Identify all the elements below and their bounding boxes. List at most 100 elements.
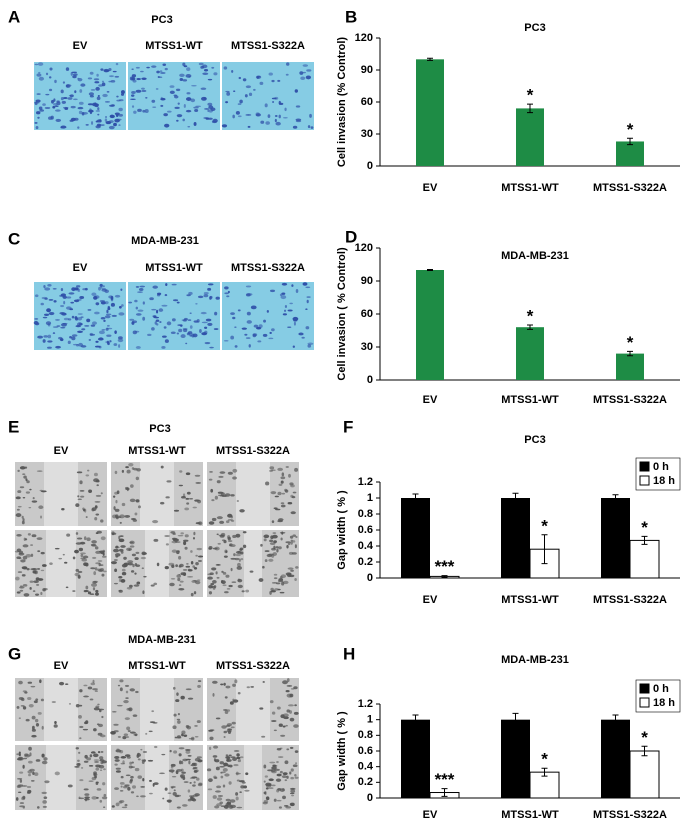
cell — [100, 301, 106, 305]
cell — [285, 689, 290, 693]
cell — [91, 583, 98, 587]
panel-title: MDA-MB-231 — [128, 634, 196, 646]
cell — [101, 573, 105, 577]
cell — [188, 291, 193, 295]
cell — [213, 745, 219, 749]
y-tick-label: 30 — [361, 128, 373, 140]
cell — [268, 553, 274, 556]
cell — [281, 775, 287, 779]
cell — [275, 546, 279, 549]
cell — [203, 117, 208, 119]
cell — [85, 516, 88, 518]
cell — [80, 316, 84, 318]
cell — [85, 474, 90, 477]
cell — [284, 489, 289, 493]
cell — [108, 125, 115, 130]
error-bar — [527, 324, 533, 330]
cell — [182, 328, 188, 330]
cell — [78, 342, 84, 347]
cell — [80, 83, 86, 87]
cell — [232, 316, 236, 320]
bar — [516, 327, 544, 380]
cell — [106, 91, 110, 93]
cell — [110, 561, 117, 565]
wound-gap — [140, 462, 174, 526]
cell — [197, 684, 201, 688]
cell — [224, 696, 228, 699]
panel-letter: E — [8, 417, 19, 436]
cell — [68, 702, 72, 705]
cell — [289, 302, 293, 305]
cell — [82, 728, 89, 731]
cell — [263, 319, 266, 323]
micrograph — [33, 282, 126, 350]
cell — [26, 791, 31, 794]
cell — [19, 779, 23, 783]
cell — [284, 305, 288, 309]
x-tick-label: MTSS1-S322A — [593, 809, 667, 820]
cell — [211, 517, 217, 522]
cell — [119, 514, 125, 519]
cell — [121, 502, 126, 507]
cell — [259, 81, 264, 86]
cell — [184, 507, 190, 511]
image-label: MTSS1-S322A — [231, 40, 305, 52]
cell — [189, 325, 193, 329]
x-tick-label: MTSS1-WT — [501, 594, 559, 606]
cell — [169, 85, 175, 88]
cell — [189, 334, 193, 337]
cell — [211, 567, 217, 571]
cell — [191, 776, 198, 779]
panel-letter: B — [345, 7, 357, 26]
cell — [127, 730, 131, 732]
cell — [54, 547, 60, 550]
cell — [246, 686, 251, 689]
cell — [103, 570, 107, 573]
cell — [154, 316, 160, 319]
cell — [22, 473, 26, 475]
cell — [114, 759, 120, 762]
cell — [128, 707, 133, 712]
cell — [97, 119, 102, 123]
cell — [59, 681, 65, 686]
cell — [42, 339, 46, 343]
cell — [278, 483, 283, 486]
cell — [277, 79, 281, 82]
cell — [232, 534, 237, 539]
cell — [287, 502, 293, 505]
x-tick-label: MTSS1-WT — [501, 809, 559, 820]
cell — [91, 121, 94, 125]
cell — [234, 679, 238, 684]
cell — [66, 296, 72, 299]
cell — [170, 578, 176, 580]
cell — [78, 101, 84, 105]
cell — [234, 345, 238, 348]
cell — [123, 700, 129, 704]
cell — [230, 335, 235, 340]
error-bar — [641, 535, 648, 545]
y-tick-label: 60 — [361, 308, 373, 320]
cell — [137, 581, 140, 584]
cell — [172, 538, 179, 542]
cell — [274, 768, 281, 771]
cell — [77, 106, 84, 110]
cell — [176, 768, 183, 772]
cell — [218, 475, 224, 478]
cell — [22, 544, 29, 548]
cell — [175, 88, 181, 92]
cell — [99, 283, 103, 287]
cell — [139, 285, 146, 288]
cell — [71, 334, 78, 337]
cell — [118, 535, 121, 540]
wound-gap — [140, 678, 174, 741]
cell — [40, 551, 45, 555]
cell — [207, 102, 213, 106]
cell — [155, 88, 159, 90]
cell — [150, 584, 155, 587]
cell — [70, 301, 75, 304]
significance: * — [627, 120, 634, 139]
cell — [290, 789, 296, 793]
cell — [18, 717, 22, 719]
error-bar — [627, 137, 633, 146]
